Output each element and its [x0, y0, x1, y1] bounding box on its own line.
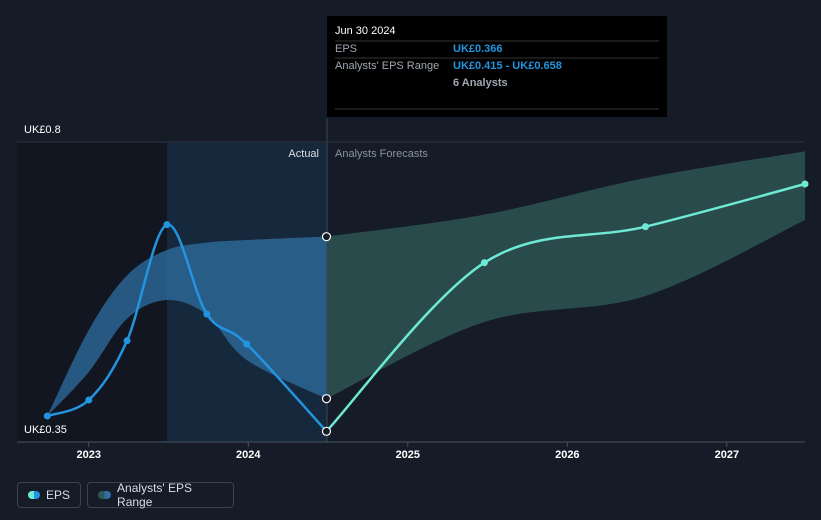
x-tick-label: 2026: [555, 449, 579, 461]
eps-point: [43, 412, 51, 420]
eps-point: [163, 221, 171, 229]
forecast-label: Analysts Forecasts: [335, 148, 428, 160]
eps-range-band: [47, 236, 327, 416]
y-tick-label: UK£0.8: [24, 124, 61, 136]
tooltip: Jun 30 2024 EPS UK£0.366 Analysts' EPS R…: [327, 16, 667, 117]
tooltip-analysts: 6 Analysts: [453, 77, 508, 89]
eps-point: [243, 340, 251, 348]
legend-label: Analysts' EPS Range: [117, 481, 193, 509]
eps-point: [641, 223, 649, 231]
x-tick-label: 2027: [715, 449, 739, 461]
legend-eps[interactable]: EPS: [17, 482, 81, 508]
legend-swatch: [98, 491, 112, 499]
actual-label: Actual: [288, 148, 319, 160]
legend-range[interactable]: Analysts' EPS Range: [87, 481, 234, 509]
eps-point: [123, 337, 131, 345]
tooltip-eps-label: EPS: [335, 43, 357, 55]
eps-line: [325, 182, 806, 433]
legend-swatch: [28, 491, 40, 499]
x-tick-label: 2025: [396, 449, 420, 461]
tooltip-range-label: Analysts' EPS Range: [335, 60, 439, 72]
tooltip-box: [327, 16, 667, 117]
y-tick-label: UK£0.35: [24, 424, 67, 436]
chart: UK£0.35 UK£0.8 2023 2024 2025 2026 2027 Actual…: [17, 16, 809, 461]
tooltip-date: Jun 30 2024: [335, 25, 396, 37]
eps-point: [480, 259, 488, 267]
eps-point: [85, 396, 93, 404]
x-tick-label: 2023: [77, 449, 101, 461]
x-tick-label: 2024: [236, 449, 261, 461]
tooltip-range-value: UK£0.415 - UK£0.658: [453, 60, 562, 72]
range-point: [321, 394, 332, 404]
legend-label: EPS: [45, 488, 70, 502]
eps-point: [801, 180, 809, 188]
range-point: [321, 232, 332, 242]
eps-point: [321, 426, 332, 436]
eps-range-band: [326, 151, 805, 399]
eps-point: [203, 310, 211, 318]
tooltip-eps-value: UK£0.366: [453, 43, 503, 55]
